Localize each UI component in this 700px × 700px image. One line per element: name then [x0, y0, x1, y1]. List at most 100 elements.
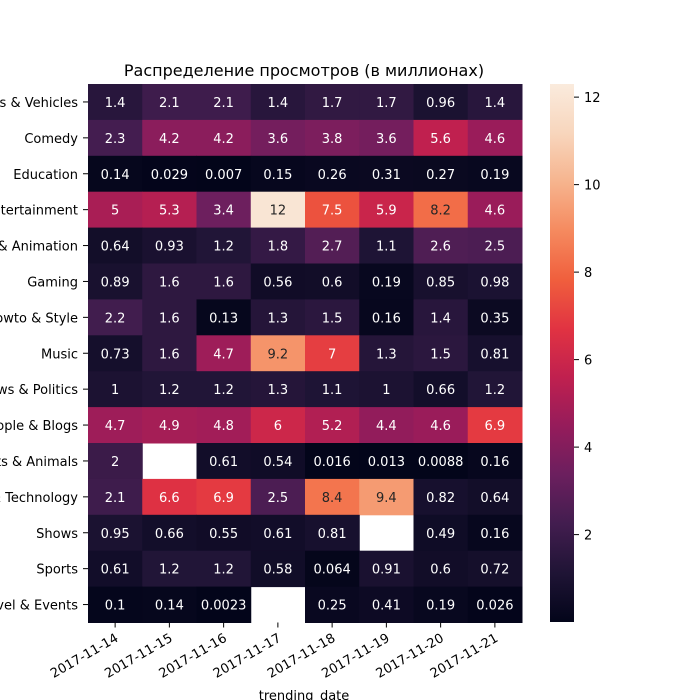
- heatmap-cell: [305, 550, 360, 588]
- cell-value-label: 1.7: [322, 96, 343, 111]
- colorbar-tick-label: 6: [584, 354, 592, 369]
- cell-value-label: 0.13: [209, 311, 238, 326]
- y-tick-label: Comedy: [24, 132, 78, 147]
- heatmap-cell: [142, 514, 197, 552]
- heatmap-cell: [467, 263, 523, 300]
- cell-value-label: 0.19: [372, 275, 401, 290]
- x-axis-label: trending_date: [259, 689, 350, 700]
- y-tick-label: Music: [41, 347, 78, 362]
- heatmap-cell: [250, 514, 306, 552]
- cell-value-label: 9.2: [268, 347, 289, 362]
- cell-value-label: 4.6: [430, 419, 451, 434]
- heatmap-cell: [196, 443, 252, 480]
- heatmap-cell: [467, 371, 523, 408]
- heatmap-cell: [305, 119, 360, 157]
- cell-value-label: 1.3: [268, 311, 289, 326]
- heatmap-cell: [467, 407, 523, 444]
- cell-value-label: 0.96: [426, 96, 455, 111]
- cell-value-label: 4.7: [105, 419, 126, 434]
- colorbar-tick-label: 12: [584, 91, 601, 106]
- heatmap-cell: [467, 84, 523, 121]
- heatmap-cell: [250, 119, 306, 157]
- cell-value-label: 6: [274, 419, 282, 434]
- heatmap-cell: [142, 263, 197, 300]
- y-tick-label: Shows: [36, 527, 78, 542]
- cell-value-label: 0.27: [426, 168, 455, 183]
- cell-value-label: 0.14: [155, 599, 184, 614]
- cell-value-label: 0.013: [368, 455, 405, 470]
- cell-value-label: 0.81: [318, 527, 347, 542]
- cell-value-label: 2.3: [105, 132, 126, 147]
- heatmap-cell: [142, 407, 197, 444]
- cell-value-label: 1.5: [322, 311, 343, 326]
- heatmap-cell: [305, 263, 360, 300]
- heatmap-cell: [196, 586, 252, 623]
- heatmap-cell: [196, 478, 252, 516]
- cell-value-label: 4.6: [485, 132, 506, 147]
- y-tick-label: Pets & Animals: [0, 455, 78, 470]
- cell-value-label: 0.0023: [201, 599, 247, 614]
- cell-value-label: 1.7: [376, 96, 397, 111]
- heatmap-cell: [305, 586, 360, 623]
- heatmap-cell: [413, 407, 469, 444]
- cell-value-label: 0.98: [480, 275, 509, 290]
- cell-value-label: 2: [111, 455, 119, 470]
- heatmap-cell: [359, 155, 414, 193]
- cell-value-label: 3.8: [322, 132, 343, 147]
- heatmap-cell: [413, 299, 469, 336]
- heatmap-cell: [359, 443, 414, 480]
- heatmap-cell: [142, 371, 197, 408]
- heatmap-cell: [305, 84, 360, 121]
- cell-value-label: 3.4: [213, 204, 234, 219]
- heatmap-cell: [142, 299, 197, 336]
- cell-value-label: 4.9: [159, 419, 180, 434]
- cell-value-label: 6.9: [485, 419, 506, 434]
- heatmap-cell: [467, 478, 523, 516]
- heatmap-cell: [467, 443, 523, 480]
- cell-value-label: 0.85: [426, 275, 455, 290]
- y-tick-label: Science & Technology: [0, 491, 78, 506]
- cell-value-label: 8.2: [430, 204, 451, 219]
- heatmap-cell: [196, 371, 252, 408]
- heatmap-cell: [196, 407, 252, 444]
- heatmap-cell: [413, 227, 469, 264]
- heatmap-cell: [413, 443, 469, 480]
- cell-value-label: 0.6: [322, 275, 343, 290]
- cell-value-label: 0.35: [480, 311, 509, 326]
- cell-value-label: 0.1: [105, 599, 126, 614]
- cell-value-label: 1.4: [430, 311, 451, 326]
- heatmap-cell: [305, 299, 360, 336]
- cell-value-label: 1.6: [159, 347, 180, 362]
- cell-value-label: 5.2: [322, 419, 343, 434]
- cell-value-label: 5: [111, 204, 119, 219]
- colorbar-tick-label: 8: [584, 266, 592, 281]
- cell-value-label: 0.007: [205, 168, 242, 183]
- cell-value-label: 4.2: [159, 132, 180, 147]
- cell-value-label: 0.56: [263, 275, 292, 290]
- cell-value-label: 0.54: [263, 455, 292, 470]
- heatmap-cell: [359, 371, 414, 408]
- cell-value-label: 0.14: [101, 168, 130, 183]
- heatmap-cell: [413, 550, 469, 588]
- cell-value-label: 1.2: [159, 383, 180, 398]
- heatmap-cell: [250, 443, 306, 480]
- heatmap-cell: [250, 335, 306, 372]
- heatmap-cell: [305, 155, 360, 193]
- cell-value-label: 0.61: [101, 563, 130, 578]
- heatmap-cell: [467, 191, 523, 229]
- heatmap-cell: [467, 299, 523, 336]
- cell-value-label: 0.72: [480, 563, 509, 578]
- heatmap-cell: [88, 227, 143, 264]
- colorbar-tick-label: 2: [584, 529, 592, 544]
- heatmap-cell: [413, 155, 469, 193]
- cell-value-label: 0.64: [480, 491, 509, 506]
- y-tick-labels: Autos & Vehicles Comedy Education Entertain…: [0, 96, 88, 614]
- cell-value-label: 2.1: [213, 96, 234, 111]
- cell-value-label: 0.026: [476, 599, 513, 614]
- colorbar: [550, 84, 574, 622]
- heatmap-cell: [359, 335, 414, 372]
- heatmap-cell: [359, 119, 414, 157]
- heatmap-cell: [142, 227, 197, 264]
- cell-value-label: 0.49: [426, 527, 455, 542]
